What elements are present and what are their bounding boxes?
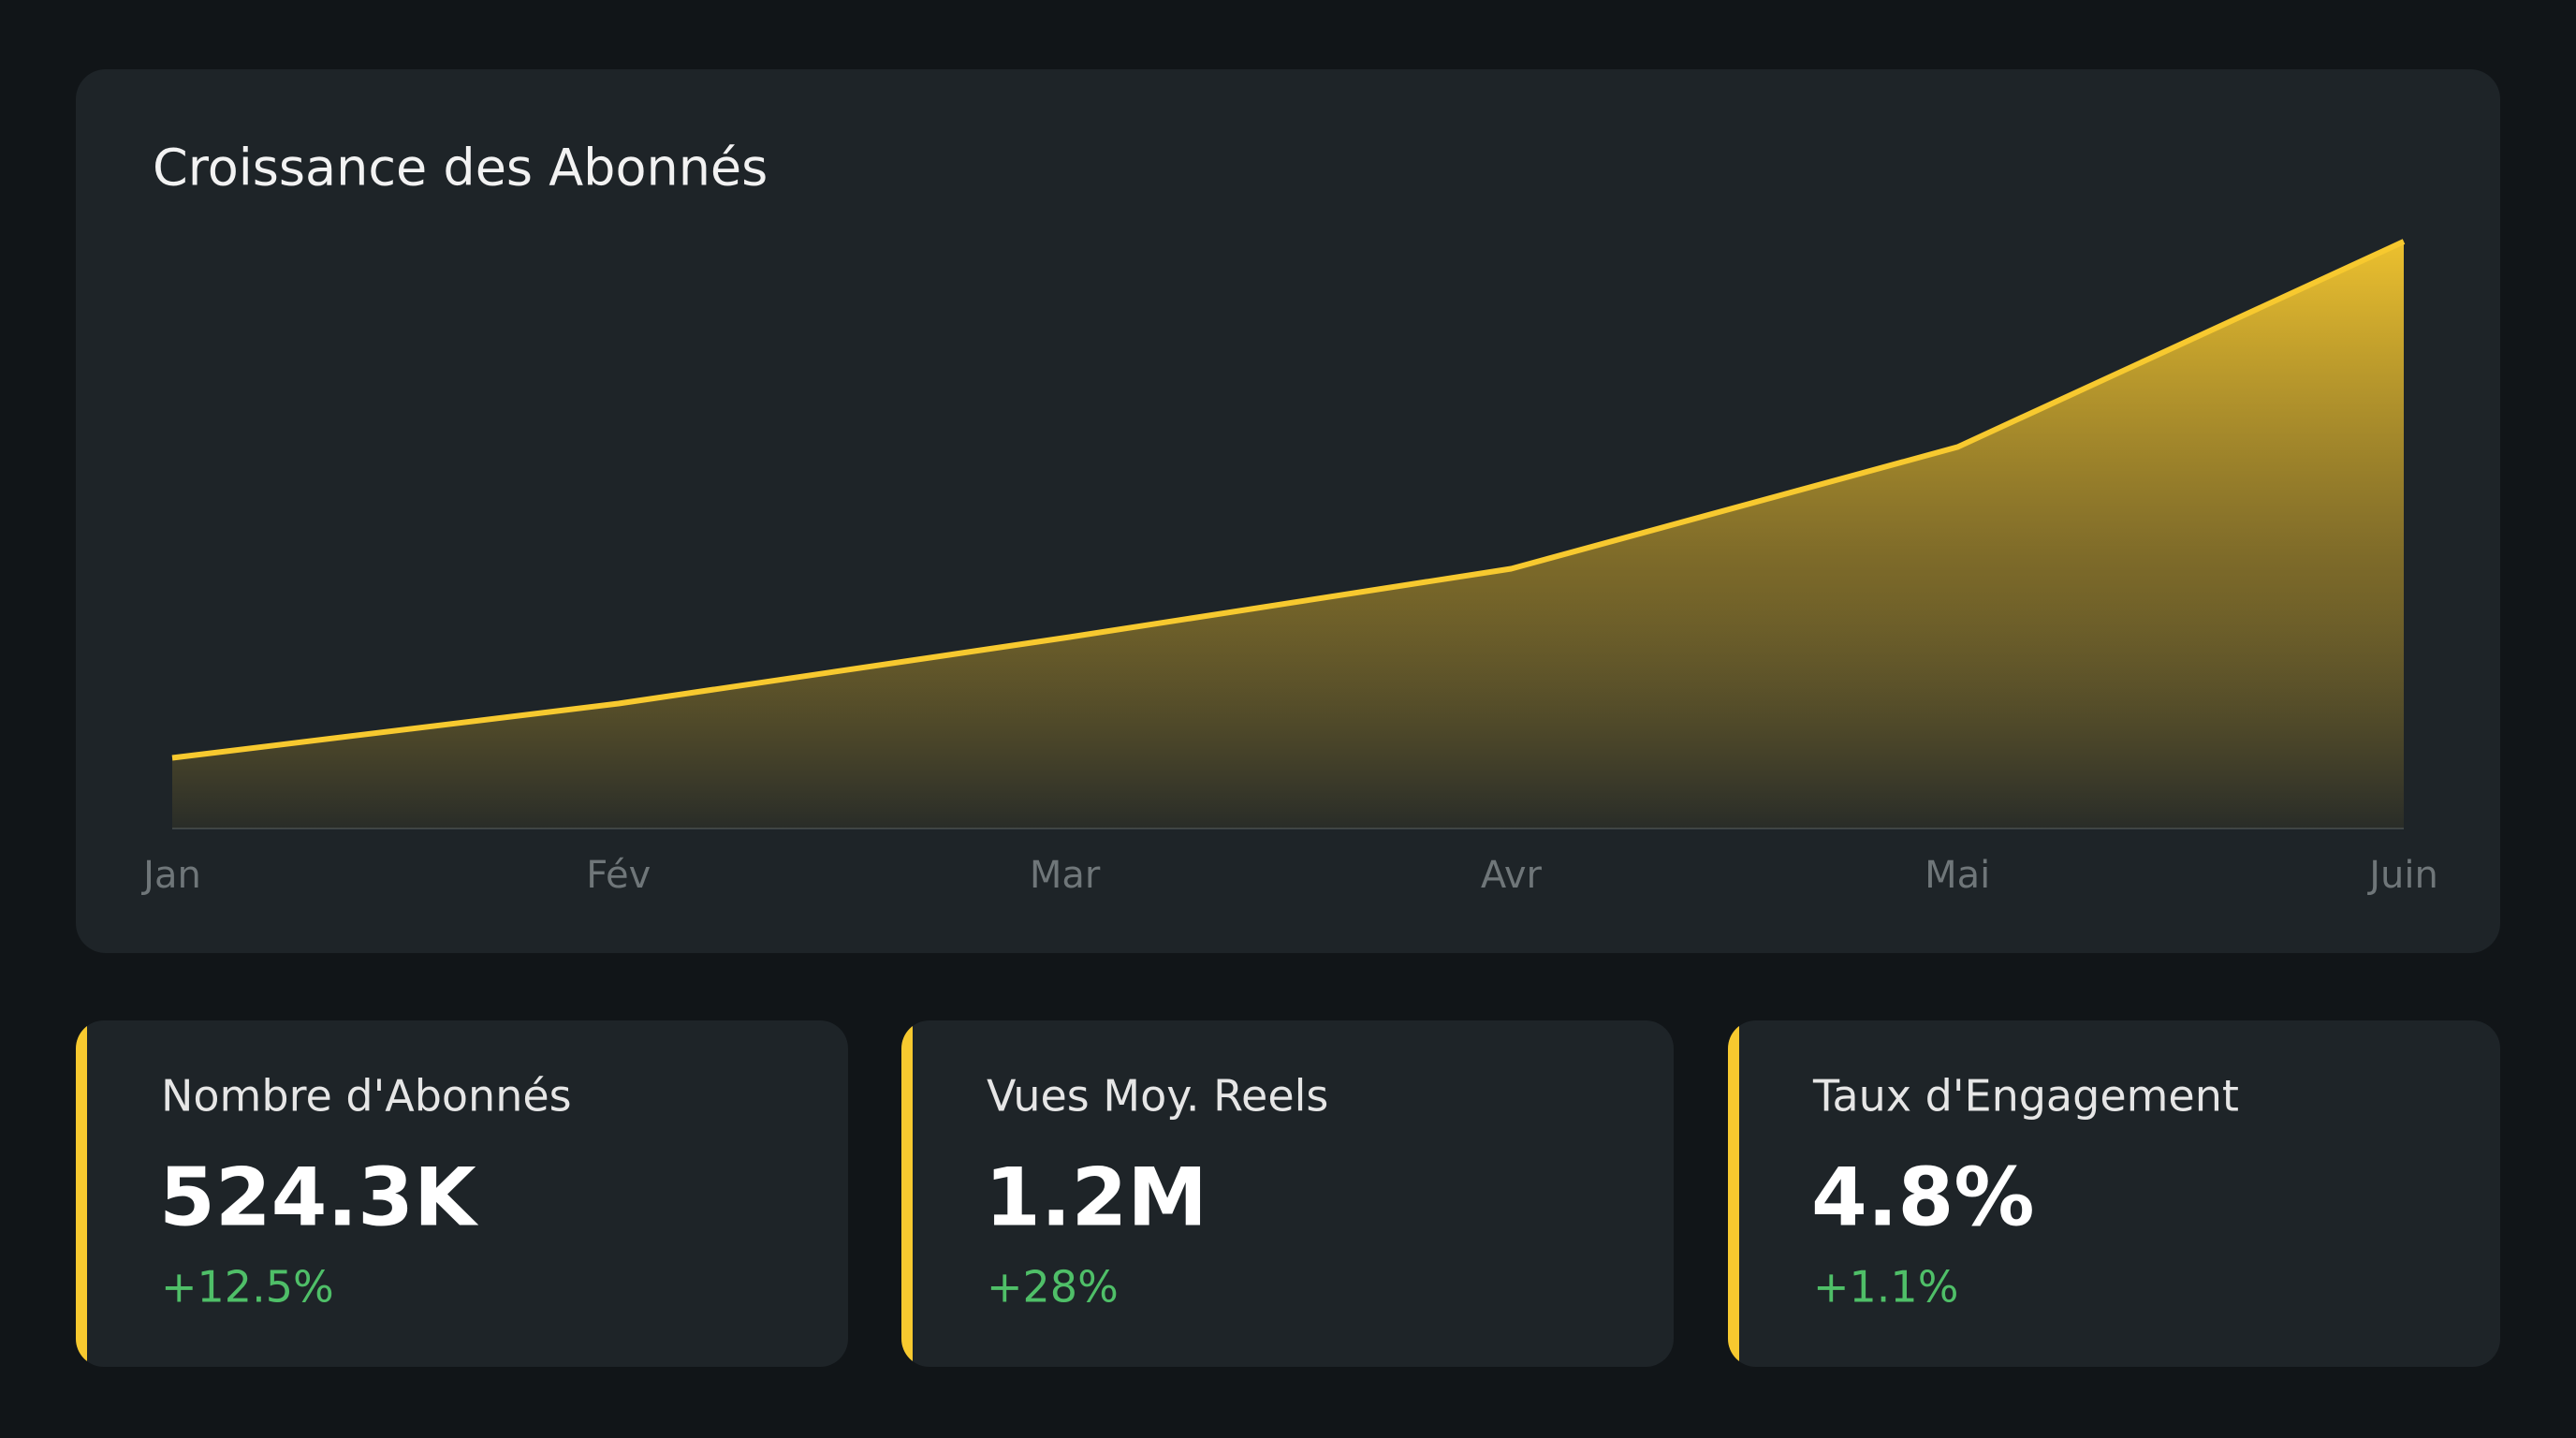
card-change: +12.5% [161, 1262, 334, 1313]
kpi-card: Vues Moy. Reels 1.2M +28% [901, 1020, 1674, 1367]
card-bg [1728, 1020, 2500, 1367]
card-change: +28% [987, 1262, 1119, 1313]
chart-title: Croissance des Abonnés [153, 139, 768, 198]
plot: Jan Fév Mar Avr Mai Juin [140, 239, 2438, 897]
card-bg [901, 1020, 1674, 1367]
card-accent [901, 1020, 913, 1367]
card-change: +1.1% [1813, 1262, 1958, 1313]
card-value: 4.8% [1811, 1151, 2035, 1244]
card-value: 524.3K [159, 1151, 479, 1244]
x-tick-label: Fév [586, 854, 651, 897]
area-fill [172, 242, 2404, 829]
kpi-card: Nombre d'Abonnés 524.3K +12.5% [76, 1020, 848, 1367]
x-tick-label: Avr [1481, 854, 1543, 897]
area-line [171, 239, 2406, 761]
card-label: Vues Moy. Reels [987, 1071, 1328, 1122]
kpi-card: Taux d'Engagement 4.8% +1.1% [1728, 1020, 2500, 1367]
x-tick-label: Jan [140, 854, 201, 897]
card-label: Taux d'Engagement [1812, 1071, 2239, 1122]
card-bg [76, 1020, 848, 1367]
card-value: 1.2M [985, 1151, 1208, 1244]
x-tick-label: Juin [2366, 854, 2438, 897]
x-tick-label: Mar [1030, 854, 1101, 897]
card-label: Nombre d'Abonnés [161, 1071, 572, 1122]
x-tick-label: Mai [1925, 854, 1990, 897]
card-accent [76, 1020, 87, 1367]
cards: Nombre d'Abonnés 524.3K +12.5% Vues Moy. Re… [76, 1020, 2500, 1367]
card-accent [1728, 1020, 1739, 1367]
